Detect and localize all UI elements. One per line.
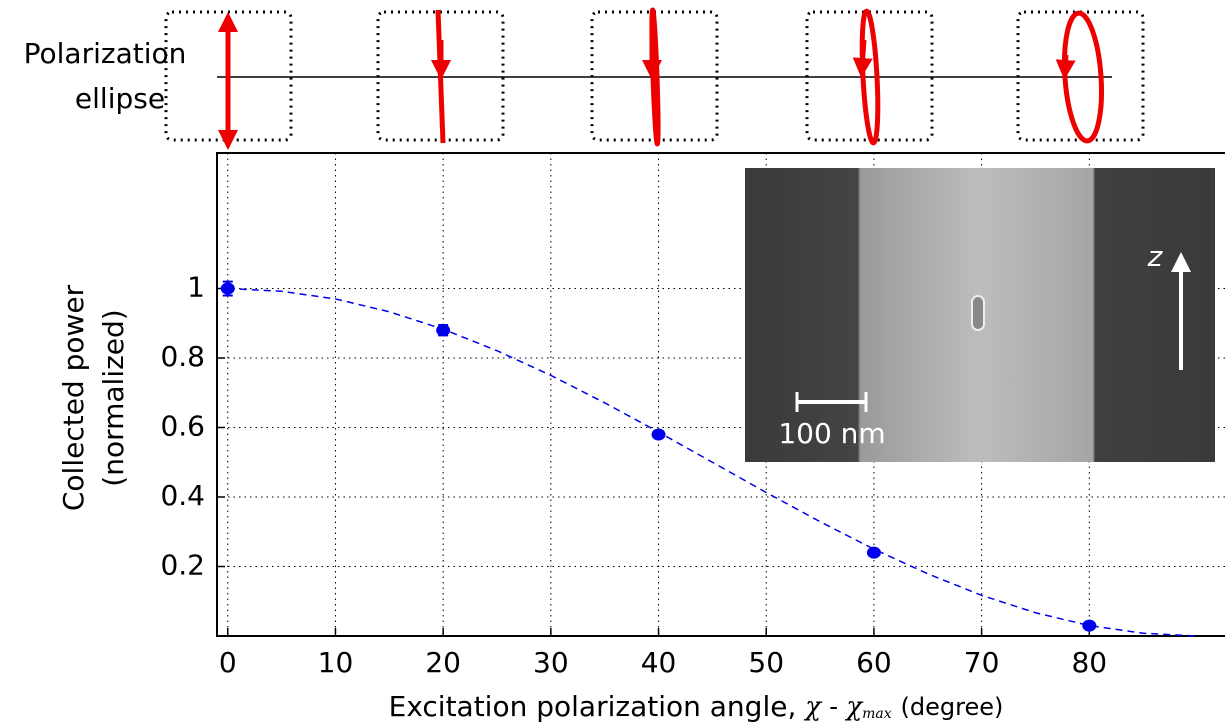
x-axis-label-math: χ - χ [803,692,864,722]
data-point [651,428,666,441]
data-point [220,282,235,295]
plot-area: 0 10 20 30 40 50 60 70 80 0.2 0.4 0.6 0.8 1 [160,153,1225,679]
data-point [1082,619,1097,632]
x-tick-label: 50 [748,646,784,679]
fit-line [227,287,1198,637]
data-point [866,546,881,559]
x-tick-label: 10 [318,646,354,679]
plot-frame [216,152,1225,637]
y-axis-label: Collected power [57,284,90,511]
annotation: ellipse [75,82,165,115]
y-tick-label: 1 [187,271,205,304]
x-tick-label: 60 [856,646,892,679]
scale-bar-label: 100 nm [778,417,885,450]
y-tick-label: 0.8 [160,340,205,373]
x-axis-label-text: Excitation polarization angle, [389,690,797,723]
x-axis-label: Excitation polarization angle, χ - χmax … [389,690,1004,725]
polarization-panel: Polarization ellipse [24,7,1145,150]
x-tick-label: 40 [641,646,677,679]
inset: 100 nm z [745,168,1215,462]
x-tick-label: 70 [964,646,1000,679]
x-axis-label-unit: (degree) [901,693,1004,721]
y-axis-label: (normalized) [97,309,130,486]
x-tick-label: 20 [425,646,461,679]
x-tick-label: 30 [533,646,569,679]
y-tick-label: 0.6 [160,410,205,443]
y-tick-label: 0.4 [160,479,205,512]
data-point [436,324,451,337]
x-tick-label: 80 [1071,646,1107,679]
annotation: Polarization [24,37,187,70]
x-axis-label-sub: max [862,706,892,722]
y-tick-label: 0.2 [160,549,205,582]
axis-label: z [1147,240,1164,273]
x-tick-label: 0 [219,646,237,679]
